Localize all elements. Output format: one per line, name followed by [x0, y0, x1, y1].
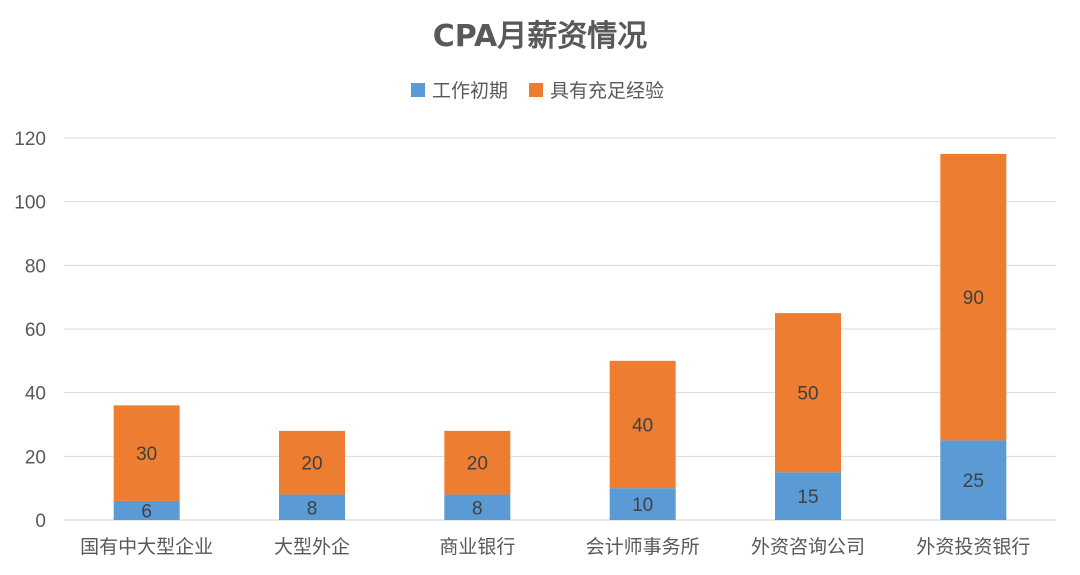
bar-experienced-4: [609, 360, 676, 489]
data-label: 30: [136, 444, 157, 465]
legend-label-1: 工作初期: [432, 80, 508, 102]
gridlines: [64, 137, 1056, 521]
y-tick-label: 100: [14, 193, 46, 214]
y-tick-label: 80: [25, 256, 46, 277]
data-label: 6: [141, 501, 152, 522]
data-label: 10: [632, 495, 653, 516]
data-label: 8: [307, 498, 318, 519]
data-label: 20: [301, 454, 322, 475]
y-tick-label: 120: [14, 129, 46, 150]
data-labels: 6 30 8 20 8 20 10 40 15 50 25 90: [136, 288, 984, 522]
data-label: 8: [472, 498, 483, 519]
x-tick-label: 会计师事务所: [586, 536, 700, 558]
x-tick-label: 商业银行: [439, 536, 515, 558]
bar-early-4: [609, 488, 676, 520]
bar-early-6: [940, 440, 1007, 520]
y-tick-label: 40: [25, 384, 46, 405]
data-label: 25: [963, 471, 984, 492]
bar-experienced-3: [444, 430, 511, 495]
data-label: 50: [797, 384, 818, 405]
x-tick-label: 国有中大型企业: [80, 536, 213, 558]
legend-label-2: 具有充足经验: [550, 80, 664, 102]
legend: 工作初期 具有充足经验: [411, 80, 664, 102]
data-label: 40: [632, 416, 653, 437]
chart-title: CPA月薪资情况: [433, 19, 647, 54]
bar-experienced-5: [775, 313, 841, 473]
y-tick-label: 0: [35, 511, 46, 532]
data-label: 20: [467, 454, 488, 475]
x-tick-label: 外资投资银行: [916, 536, 1030, 558]
x-tick-label: 外资咨询公司: [751, 536, 865, 558]
bar-early-1: [113, 500, 180, 520]
data-label: 15: [797, 487, 818, 508]
bar-early-5: [775, 472, 841, 520]
y-axis-ticks: 0 20 40 60 80 100 120: [14, 129, 46, 532]
x-tick-label: 大型外企: [274, 536, 350, 558]
legend-swatch-1: [411, 83, 425, 97]
bar-early-3: [444, 494, 511, 520]
data-label: 90: [963, 288, 984, 309]
bars: [113, 153, 1007, 520]
y-tick-label: 60: [25, 320, 46, 341]
bar-early-2: [279, 494, 345, 520]
bar-experienced-6: [940, 153, 1007, 441]
y-tick-label: 20: [25, 447, 46, 468]
legend-swatch-2: [529, 83, 543, 97]
bar-experienced-2: [279, 430, 345, 495]
bar-experienced-1: [113, 405, 180, 501]
x-axis-ticks: 国有中大型企业 大型外企 商业银行 会计师事务所 外资咨询公司 外资投资银行: [80, 536, 1030, 558]
